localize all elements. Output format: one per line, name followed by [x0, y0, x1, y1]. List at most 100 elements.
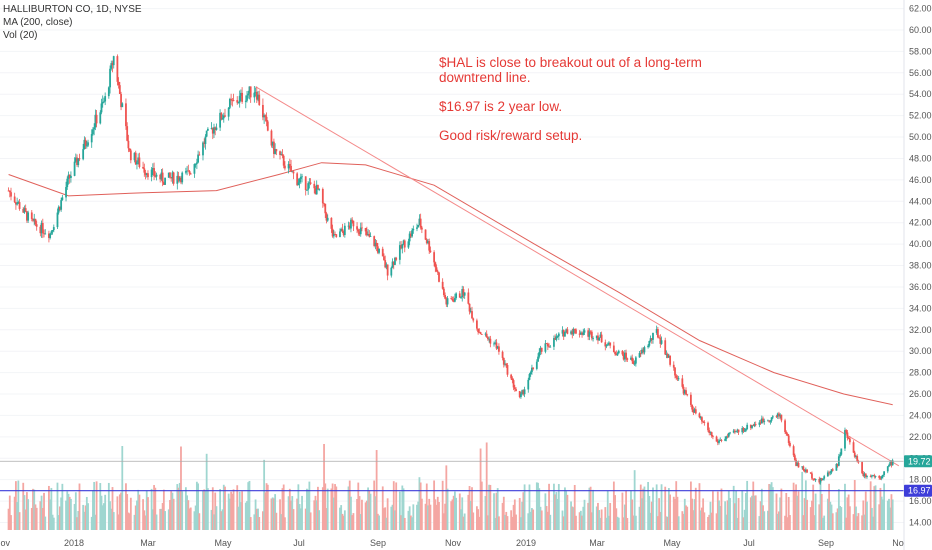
volume-bar [452, 495, 455, 530]
volume-bar [258, 516, 261, 530]
volume-bar [669, 494, 672, 530]
volume-bar [769, 484, 772, 530]
volume-bar [275, 512, 278, 530]
candle-body [669, 355, 672, 365]
volume-bar [324, 483, 327, 530]
candle-body [729, 432, 731, 434]
volume-bar [78, 483, 81, 530]
candle-body [641, 349, 643, 354]
annotation-line-2: $16.97 is 2 year low. [439, 99, 563, 114]
volume-bar [498, 516, 500, 530]
volume-bar [866, 501, 868, 530]
candle-body [844, 430, 846, 449]
candle-body [682, 386, 685, 394]
volume-bar [604, 507, 607, 530]
volume-bar [325, 508, 328, 530]
volume-bar [188, 508, 191, 530]
volume-bar [18, 512, 21, 530]
volume-bar [621, 492, 624, 530]
volume-bar [527, 513, 530, 530]
y-tick-label: 38.00 [909, 261, 932, 271]
volume-bar [359, 514, 362, 530]
volume-bar [745, 493, 747, 530]
volume-bar [686, 506, 689, 530]
volume-bar [641, 498, 643, 530]
candle-body [52, 227, 55, 231]
candle-body [540, 347, 543, 352]
volume-bar [351, 515, 354, 530]
volume-bar [845, 517, 848, 530]
candle-body [167, 172, 170, 178]
candle-body [535, 361, 538, 369]
volume-bar [23, 495, 26, 530]
volume-bar [606, 490, 609, 530]
candle-body [324, 203, 327, 214]
last-price-tag: 19.72 [904, 455, 932, 468]
volume-bar [861, 515, 863, 530]
candle-body [693, 409, 696, 413]
candle-body [390, 267, 393, 276]
volume-bar [400, 515, 402, 530]
legend-vol[interactable]: Vol (20) [3, 30, 38, 41]
volume-bar [496, 488, 499, 530]
candle-body [195, 162, 198, 164]
volume-bar [111, 487, 114, 530]
legend-symbol[interactable]: HALLIBURTON CO, 1D, NYSE [3, 4, 142, 15]
candle-body [41, 222, 44, 234]
volume-bar [837, 489, 840, 530]
volume-bar [435, 504, 438, 530]
legend-ma[interactable]: MA (200, close) [3, 17, 73, 28]
volume-bar [590, 512, 593, 530]
volume-bar [445, 465, 448, 530]
candle-body [279, 151, 281, 155]
candle-body [51, 230, 54, 232]
volume-bar [532, 509, 535, 530]
candle-body [528, 374, 531, 380]
volume-bar [110, 508, 113, 530]
candle-body [863, 473, 866, 477]
candle-body [789, 442, 791, 447]
candle-body [197, 154, 199, 163]
candle-body [241, 92, 244, 102]
candle-body [836, 463, 839, 466]
volume-bar [632, 515, 635, 530]
volume-bar [451, 499, 454, 530]
candle-body [258, 94, 261, 105]
candle-body [520, 393, 522, 398]
candle-body [660, 340, 663, 344]
candle-body [681, 378, 684, 387]
candle-body [554, 338, 557, 340]
volume-bar [672, 496, 675, 530]
volume-bar [863, 514, 866, 530]
candle-body [246, 95, 248, 101]
candle-body [753, 424, 756, 426]
volume-bar [155, 514, 158, 530]
candle-body [357, 229, 360, 232]
candle-body [74, 157, 77, 162]
candle-body [804, 469, 807, 472]
candle-body [698, 413, 701, 418]
volume-bar [891, 499, 894, 530]
volume-bar [84, 505, 87, 530]
candle-body [853, 452, 856, 457]
candle-body [612, 345, 615, 352]
volume-bar [126, 494, 129, 530]
candle-body [820, 478, 823, 481]
candle-body [590, 331, 593, 339]
volume-bar [510, 510, 513, 530]
volume-bar [768, 484, 771, 530]
candle-body [780, 414, 783, 421]
candle-body [309, 182, 312, 184]
volume-bar [330, 488, 333, 530]
volume-bar [392, 481, 395, 530]
volume-bar [30, 507, 33, 530]
volume-bar [494, 517, 497, 530]
volume-bar [511, 516, 514, 530]
candle-body [392, 261, 395, 265]
candle-body [582, 332, 585, 335]
candle-body [472, 318, 475, 321]
candle-body [795, 459, 797, 466]
candle-body [749, 424, 752, 428]
volume-bar [398, 491, 401, 530]
volume-bar [889, 507, 892, 530]
